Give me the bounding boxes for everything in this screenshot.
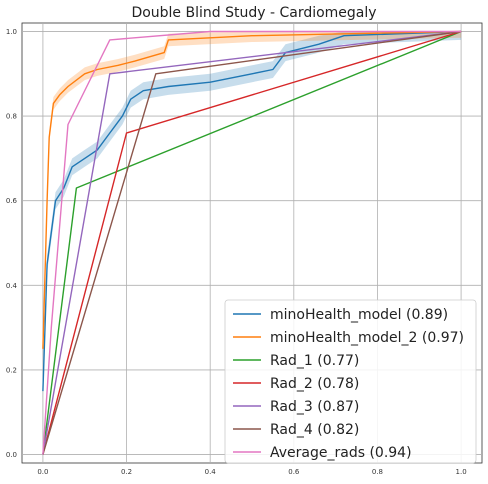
- y-tick-label: 0.4: [6, 282, 18, 290]
- series-line: [42, 30, 462, 455]
- legend-label: Rad_4 (0.82): [270, 422, 359, 438]
- series-line: [42, 30, 462, 349]
- series-line-layer: [42, 30, 462, 455]
- y-tick-label: 0.6: [6, 197, 18, 205]
- legend-label: Average_rads (0.94): [270, 445, 412, 461]
- x-tick-label: 0.6: [288, 468, 300, 476]
- series-line: [42, 30, 462, 455]
- legend-label: Rad_2 (0.78): [270, 376, 359, 392]
- legend-label: minoHealth_model_2 (0.97): [270, 330, 464, 346]
- series-line: [42, 30, 462, 455]
- y-tick-label: 0.0: [6, 451, 17, 459]
- x-tick-label: 0.4: [205, 468, 217, 476]
- y-tick-label: 0.2: [6, 366, 17, 374]
- x-tick-label: 0.8: [372, 468, 383, 476]
- legend: minoHealth_model (0.89) minoHealth_model_…: [224, 299, 477, 464]
- legend-label: Rad_3 (0.87): [270, 399, 359, 415]
- y-tick-label: 1.0: [6, 28, 17, 36]
- series-line: [42, 30, 462, 455]
- legend-box: [224, 299, 477, 464]
- x-tick-label: 0.2: [121, 468, 132, 476]
- legend-label: Rad_1 (0.77): [270, 353, 359, 369]
- series-line: [42, 30, 462, 455]
- chart-title: Double Blind Study - Cardiomegaly: [131, 5, 376, 21]
- legend-label: minoHealth_model (0.89): [270, 307, 448, 323]
- x-tick-label: 1.0: [456, 468, 467, 476]
- x-tick-label: 0.0: [37, 468, 48, 476]
- tick-label-layer: 0.0 0.2 0.4 0.6 0.8 1.0 0.0 0.2 0.4 0.6 0.8 1.0: [6, 28, 467, 476]
- y-tick-label: 0.8: [6, 113, 17, 121]
